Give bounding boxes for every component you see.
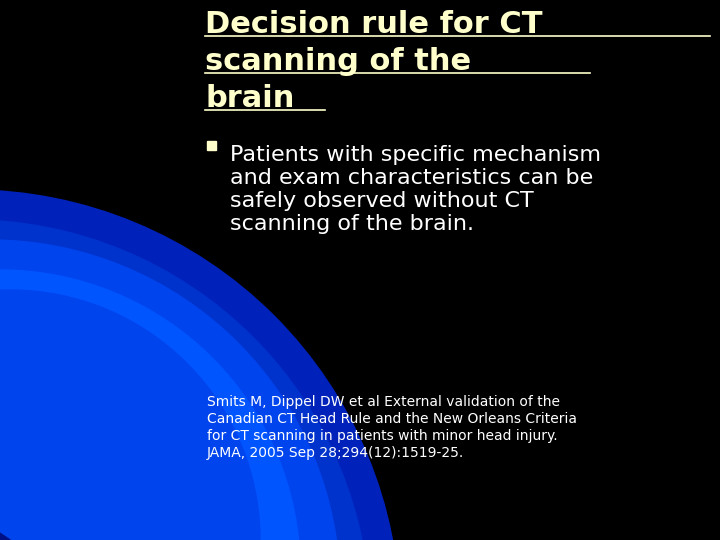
Text: JAMA, 2005 Sep 28;294(12):1519-25.: JAMA, 2005 Sep 28;294(12):1519-25. bbox=[207, 446, 464, 460]
Circle shape bbox=[0, 530, 40, 540]
Text: Decision rule for CT: Decision rule for CT bbox=[205, 10, 542, 39]
Text: Smits M, Dippel DW et al External validation of the: Smits M, Dippel DW et al External valida… bbox=[207, 395, 560, 409]
Circle shape bbox=[0, 270, 300, 540]
Circle shape bbox=[0, 240, 340, 540]
Circle shape bbox=[0, 470, 120, 540]
Circle shape bbox=[0, 260, 330, 540]
Text: safely observed without CT: safely observed without CT bbox=[230, 191, 534, 211]
Circle shape bbox=[0, 290, 260, 540]
Circle shape bbox=[0, 220, 370, 540]
Text: and exam characteristics can be: and exam characteristics can be bbox=[230, 168, 593, 188]
Circle shape bbox=[0, 190, 400, 540]
Text: scanning of the: scanning of the bbox=[205, 47, 471, 76]
Circle shape bbox=[0, 510, 70, 540]
Text: Canadian CT Head Rule and the New Orleans Criteria: Canadian CT Head Rule and the New Orlean… bbox=[207, 412, 577, 426]
Text: Patients with specific mechanism: Patients with specific mechanism bbox=[230, 145, 601, 165]
Circle shape bbox=[0, 400, 190, 540]
Bar bbox=[207, 141, 216, 150]
Circle shape bbox=[0, 320, 270, 540]
Text: scanning of the brain.: scanning of the brain. bbox=[230, 214, 474, 234]
Text: for CT scanning in patients with minor head injury.: for CT scanning in patients with minor h… bbox=[207, 429, 557, 443]
Text: brain: brain bbox=[205, 84, 294, 113]
